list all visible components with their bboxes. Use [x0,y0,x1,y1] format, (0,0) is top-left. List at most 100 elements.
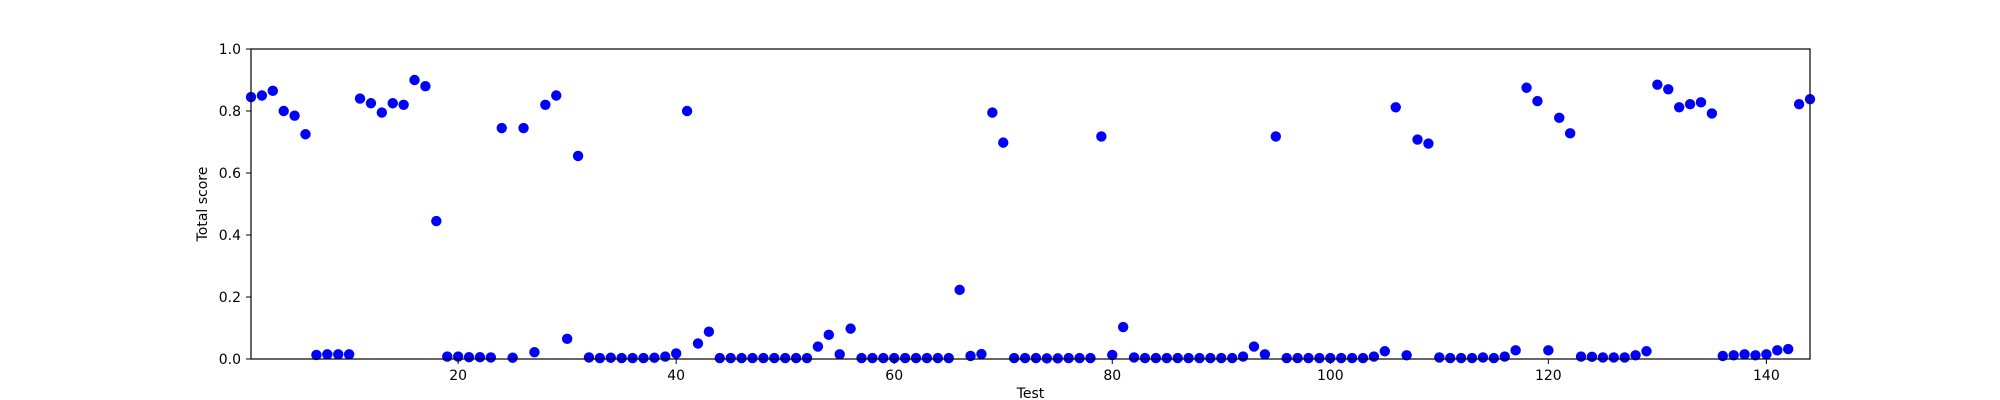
data-point [1782,343,1794,355]
data-point [1641,346,1652,357]
data-point [1455,352,1467,364]
data-point [1248,341,1260,352]
data-point [1761,349,1772,360]
data-point [1336,352,1347,364]
data-point [1630,350,1641,361]
data-point [333,349,344,360]
data-point [278,105,289,117]
data-point [998,137,1009,148]
data-point [976,348,987,360]
data-point [1499,351,1510,362]
data-point [1292,352,1303,364]
data-point [1303,352,1314,364]
data-point [1586,351,1598,363]
axes-frame [250,48,1811,360]
data-point [474,351,486,363]
data-point [1270,131,1281,142]
data-point [638,352,649,364]
data-point [987,107,998,118]
data-point [1161,352,1172,364]
data-point [1063,352,1074,364]
data-point [1695,97,1707,108]
data-point [714,352,725,364]
data-point [1673,102,1685,113]
data-point [311,349,322,361]
data-point [1259,349,1271,360]
data-point [660,351,671,362]
data-point [1652,79,1663,90]
data-point [1412,134,1423,145]
data-point [1019,352,1031,364]
data-point [845,323,856,334]
data-point [1357,352,1369,364]
data-point [703,326,715,337]
data-point [1750,350,1761,361]
data-point [878,352,889,364]
y-tick-label: 0.6 [219,166,241,182]
x-axis-ticks: 20 40 60 80 100 120 140 [449,359,1780,384]
data-point [616,352,627,364]
data-point [1488,352,1500,364]
data-point [354,93,366,104]
data-point [1183,352,1194,364]
x-tick-label: 120 [1535,368,1562,384]
data-point [267,85,279,97]
x-tick-label: 140 [1753,368,1780,384]
data-point [899,352,911,364]
data-point [1139,352,1151,364]
data-point [398,99,409,111]
data-point [725,352,736,364]
data-point [1728,350,1739,361]
data-point [256,90,268,101]
data-point [605,352,616,363]
data-point [1597,352,1609,363]
data-point [1314,352,1325,364]
data-point [1107,349,1118,361]
data-point [627,352,638,364]
data-point [409,74,420,86]
data-point [1041,353,1053,364]
data-points [245,74,1816,364]
data-point [529,346,540,358]
y-tick-label: 0.4 [219,228,241,244]
data-point [1117,321,1129,333]
data-point [1030,352,1042,364]
data-point [420,81,431,92]
data-point [1194,352,1205,364]
data-point [289,110,300,121]
data-point [921,352,933,364]
data-point [1434,352,1445,363]
data-point [834,349,845,360]
y-tick-label: 0.0 [219,352,241,368]
data-point [1390,102,1401,113]
data-point [1543,345,1554,356]
data-point [823,329,835,341]
data-point [1772,345,1783,356]
data-point [1379,346,1391,357]
y-tick-label: 1.0 [219,42,241,58]
data-point [801,352,813,364]
data-point [1172,352,1183,364]
data-point [1564,128,1576,139]
data-point [692,338,704,349]
data-point [1510,345,1521,356]
data-point [572,150,584,162]
data-point [540,99,551,111]
data-point [1281,352,1292,364]
data-point [1008,352,1020,364]
data-point [867,352,878,364]
data-point [1663,84,1674,95]
x-tick-label: 40 [667,368,685,384]
data-point [365,98,377,109]
y-axis-label: Total score [195,167,211,243]
data-point [780,352,791,364]
data-point [1096,131,1107,142]
data-point [561,333,573,345]
data-point [910,352,922,364]
data-point [1554,112,1565,124]
y-tick-label: 0.8 [219,104,241,120]
data-point [442,351,453,362]
data-point [1423,138,1434,149]
data-point [551,90,562,101]
